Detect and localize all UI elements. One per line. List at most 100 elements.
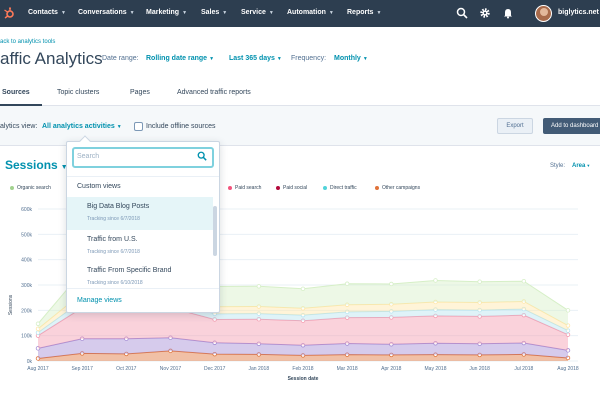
x-tick-label: Oct 2017 (116, 366, 137, 372)
x-tick-label: Jul 2018 (514, 366, 533, 372)
legend-paid-search[interactable]: Paid search (228, 185, 261, 191)
account-menu[interactable]: biglytics.net▼ (558, 9, 600, 16)
data-point (433, 313, 438, 319)
nav-label: Marketing (146, 9, 180, 16)
export-button[interactable]: Export (497, 118, 533, 134)
style-value: Area (572, 163, 586, 169)
metric-select[interactable]: Sessions ▼ (5, 158, 68, 172)
nav-marketing[interactable]: Marketing ▼ (146, 9, 187, 16)
style-select[interactable]: Area▼ (572, 163, 590, 169)
dropdown-scrollbar[interactable] (213, 206, 217, 256)
data-point (344, 309, 350, 315)
x-tick-label: Sep 2017 (71, 366, 93, 372)
legend-paid-social[interactable]: Paid social (276, 185, 307, 191)
data-point (256, 352, 262, 357)
search-icon[interactable] (456, 7, 468, 19)
view-option-traffic-from-us[interactable]: Traffic from U.S. Tracking since 6/7/201… (67, 230, 213, 263)
legend-dot (228, 185, 232, 190)
data-point (389, 342, 394, 347)
view-option-tracking: Tracking since 6/7/2018 (87, 216, 140, 222)
view-search-placeholder: Search (77, 153, 100, 160)
analytics-view-label: alytics view: (0, 123, 38, 130)
data-point (477, 300, 482, 305)
avatar[interactable] (535, 5, 552, 22)
data-point (256, 311, 262, 316)
data-point (521, 278, 527, 284)
data-point (389, 302, 394, 307)
hubspot-logo-icon[interactable] (3, 7, 15, 19)
gear-icon[interactable] (479, 7, 491, 19)
manage-views-link[interactable]: Manage views (77, 297, 122, 304)
style-label: Style: (550, 163, 566, 169)
active-tab-indicator (0, 104, 42, 106)
analytics-view-select[interactable]: All analytics activities ▼ (42, 123, 122, 130)
chevron-down-icon: ▼ (182, 10, 188, 16)
data-point (344, 281, 350, 286)
nav-sales[interactable]: Sales ▼ (201, 9, 227, 16)
tab-sources[interactable]: Sources (2, 89, 30, 96)
data-point (521, 306, 527, 312)
include-offline-label[interactable]: Include offline sources (146, 123, 216, 130)
data-point (256, 316, 262, 322)
frequency-select[interactable]: Monthly ▼ (334, 55, 368, 62)
metric-value: Sessions (5, 158, 58, 172)
bell-icon[interactable] (502, 7, 514, 19)
x-tick-label: Dec 2017 (204, 366, 226, 372)
legend-organic-search[interactable]: Organic search (10, 185, 51, 191)
series-area (38, 337, 568, 359)
y-tick-label: 100k (21, 334, 32, 340)
data-point (124, 336, 129, 341)
back-to-analytics-link[interactable]: ack to analytics tools (0, 39, 56, 45)
data-point (256, 341, 262, 346)
nav-reports[interactable]: Reports ▼ (347, 9, 381, 16)
nav-conversations[interactable]: Conversations ▼ (78, 9, 135, 16)
y-tick-label: 600k (21, 207, 32, 213)
chevron-down-icon: ▼ (362, 56, 368, 62)
data-point (256, 304, 262, 309)
data-point (256, 284, 262, 289)
legend-direct-traffic[interactable]: Direct traffic (323, 185, 357, 191)
nav-label: Service (241, 9, 266, 16)
x-tick-label: May 2018 (425, 366, 447, 372)
legend-other-campaigns[interactable]: Other campaigns (375, 185, 420, 191)
view-search-input[interactable] (72, 147, 214, 168)
x-tick-label: Jan 2018 (249, 366, 270, 372)
data-point (35, 321, 41, 326)
chevron-down-icon: ▼ (276, 56, 282, 62)
x-axis-label: Session date (288, 376, 319, 382)
data-point (433, 352, 438, 357)
y-tick-label: 400k (21, 258, 32, 264)
analytics-view-value: All analytics activities (42, 123, 115, 130)
nav-service[interactable]: Service ▼ (241, 9, 274, 16)
view-option-traffic-from-specific-brand[interactable]: Traffic From Specific Brand Tracking sin… (67, 261, 213, 288)
data-point (344, 315, 350, 320)
data-point (35, 346, 41, 351)
page-title: affic Analytics (0, 49, 103, 68)
data-point (477, 279, 482, 284)
tab-pages[interactable]: Pages (130, 89, 150, 96)
tab-advanced-traffic-reports[interactable]: Advanced traffic reports (177, 89, 251, 96)
data-point (565, 332, 571, 337)
view-option-big-data-blog-posts[interactable]: Big Data Blog Posts Tracking since 6/7/2… (67, 197, 213, 230)
data-point (565, 323, 571, 328)
x-tick-label: Feb 2018 (292, 366, 313, 372)
include-offline-checkbox[interactable] (134, 122, 143, 131)
data-point (300, 353, 306, 358)
data-point (300, 306, 306, 311)
data-point (389, 309, 394, 314)
tab-topic-clusters[interactable]: Topic clusters (57, 89, 100, 96)
nav-contacts[interactable]: Contacts ▼ (28, 9, 66, 16)
data-point (79, 351, 85, 356)
nav-automation[interactable]: Automation ▼ (287, 9, 334, 16)
date-period-select[interactable]: Last 365 days ▼ (229, 55, 282, 62)
x-tick-label: Mar 2018 (337, 366, 358, 372)
data-point (389, 315, 394, 320)
legend-label: Paid search (235, 185, 262, 191)
add-to-dashboard-button[interactable]: Add to dashboard (543, 118, 600, 134)
date-range-select[interactable]: Rolling date range ▼ (146, 55, 214, 62)
data-point (521, 312, 527, 318)
data-point (212, 340, 217, 345)
chevron-down-icon: ▼ (376, 10, 382, 16)
data-point (168, 348, 173, 354)
legend-label: Organic search (17, 185, 51, 191)
